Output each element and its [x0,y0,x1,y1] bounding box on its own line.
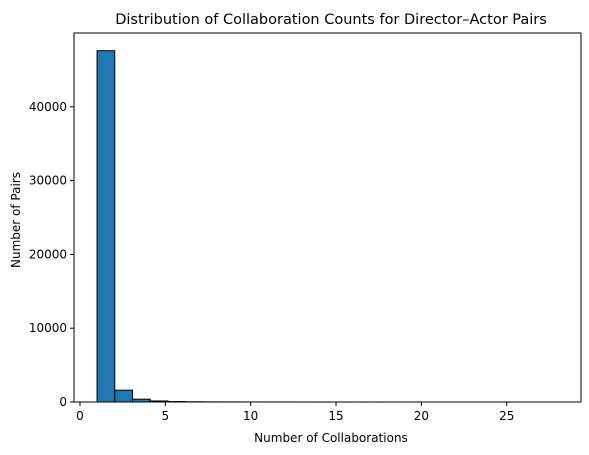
y-tick-label: 10000 [29,321,67,335]
x-tick-label: 0 [76,409,84,423]
x-tick-label: 5 [162,409,170,423]
histogram-bar [96,50,116,403]
y-tick-label: 30000 [29,174,67,188]
y-axis-label: Number of Pairs [9,172,23,268]
y-tick-label: 40000 [29,100,67,114]
y-tick-label: 20000 [29,247,67,261]
x-axis-label: Number of Collaborations [254,431,408,445]
histogram-bar [114,389,133,403]
x-tick-label: 20 [414,409,429,423]
y-tick-label: 0 [59,395,67,409]
chart-title: Distribution of Collaboration Counts for… [115,12,547,28]
plot-frame [73,32,582,403]
x-tick-label: 25 [499,409,514,423]
x-tick-label: 10 [243,409,258,423]
x-tick-label: 15 [328,409,343,423]
plot-area: 0 5 10 15 20 25 0 10000 20000 30000 40000 [29,32,582,423]
